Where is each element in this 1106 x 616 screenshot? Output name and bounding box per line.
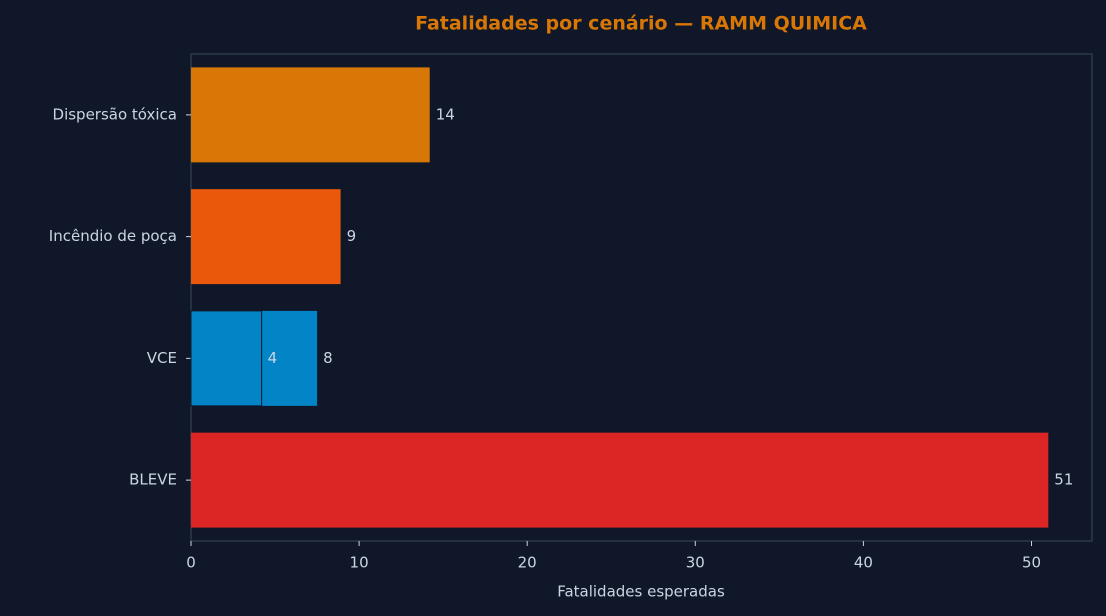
bar [191,432,1049,528]
bar [190,310,263,407]
value-label: 9 [347,227,357,245]
value-label: 8 [323,349,333,367]
plot-frame [190,53,1093,542]
y-tick-label: BLEVE [129,471,177,489]
y-tick-label: Incêndio de poça [49,227,177,245]
x-axis-label: Fatalidades esperadas [557,583,725,601]
x-tick-label: 20 [518,554,537,572]
x-tick-label: 0 [186,554,196,572]
bar [191,189,341,285]
x-tick-label: 10 [350,554,369,572]
value-label: 14 [436,105,455,123]
bar [191,67,430,163]
x-tick-label: 40 [854,554,873,572]
value-label: 4 [268,349,278,367]
y-tick-label: VCE [147,349,177,367]
value-label: 51 [1054,471,1073,489]
x-tick-label: 50 [1022,554,1041,572]
x-tick-label: 30 [686,554,705,572]
y-tick-label: Dispersão tóxica [53,105,177,123]
chart-title: Fatalidades por cenário — RAMM QUIMICA [415,13,867,35]
